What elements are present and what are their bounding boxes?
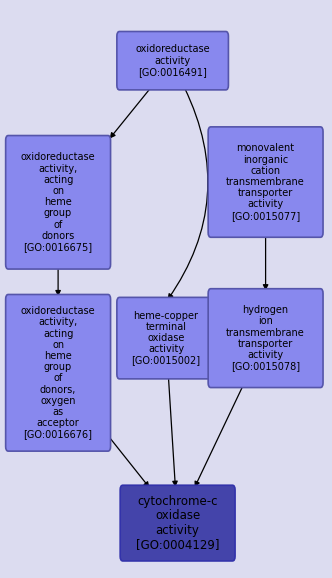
FancyBboxPatch shape [6,294,111,451]
Text: hydrogen
ion
transmembrane
transporter
activity
[GO:0015078]: hydrogen ion transmembrane transporter a… [226,305,305,371]
FancyBboxPatch shape [6,135,111,269]
FancyBboxPatch shape [120,486,235,561]
FancyBboxPatch shape [117,297,215,379]
Text: oxidoreductase
activity
[GO:0016491]: oxidoreductase activity [GO:0016491] [135,45,210,77]
Text: cytochrome-c
oxidase
activity
[GO:0004129]: cytochrome-c oxidase activity [GO:000412… [136,495,219,551]
FancyBboxPatch shape [208,127,323,237]
Text: heme-copper
terminal
oxidase
activity
[GO:0015002]: heme-copper terminal oxidase activity [G… [131,311,201,365]
Text: oxidoreductase
activity,
acting
on
heme
group
of
donors,
oxygen
as
acceptor
[GO:: oxidoreductase activity, acting on heme … [21,306,95,439]
Text: oxidoreductase
activity,
acting
on
heme
group
of
donors
[GO:0016675]: oxidoreductase activity, acting on heme … [21,153,95,252]
Text: monovalent
inorganic
cation
transmembrane
transporter
activity
[GO:0015077]: monovalent inorganic cation transmembran… [226,143,305,221]
FancyBboxPatch shape [208,289,323,388]
FancyBboxPatch shape [117,31,228,90]
